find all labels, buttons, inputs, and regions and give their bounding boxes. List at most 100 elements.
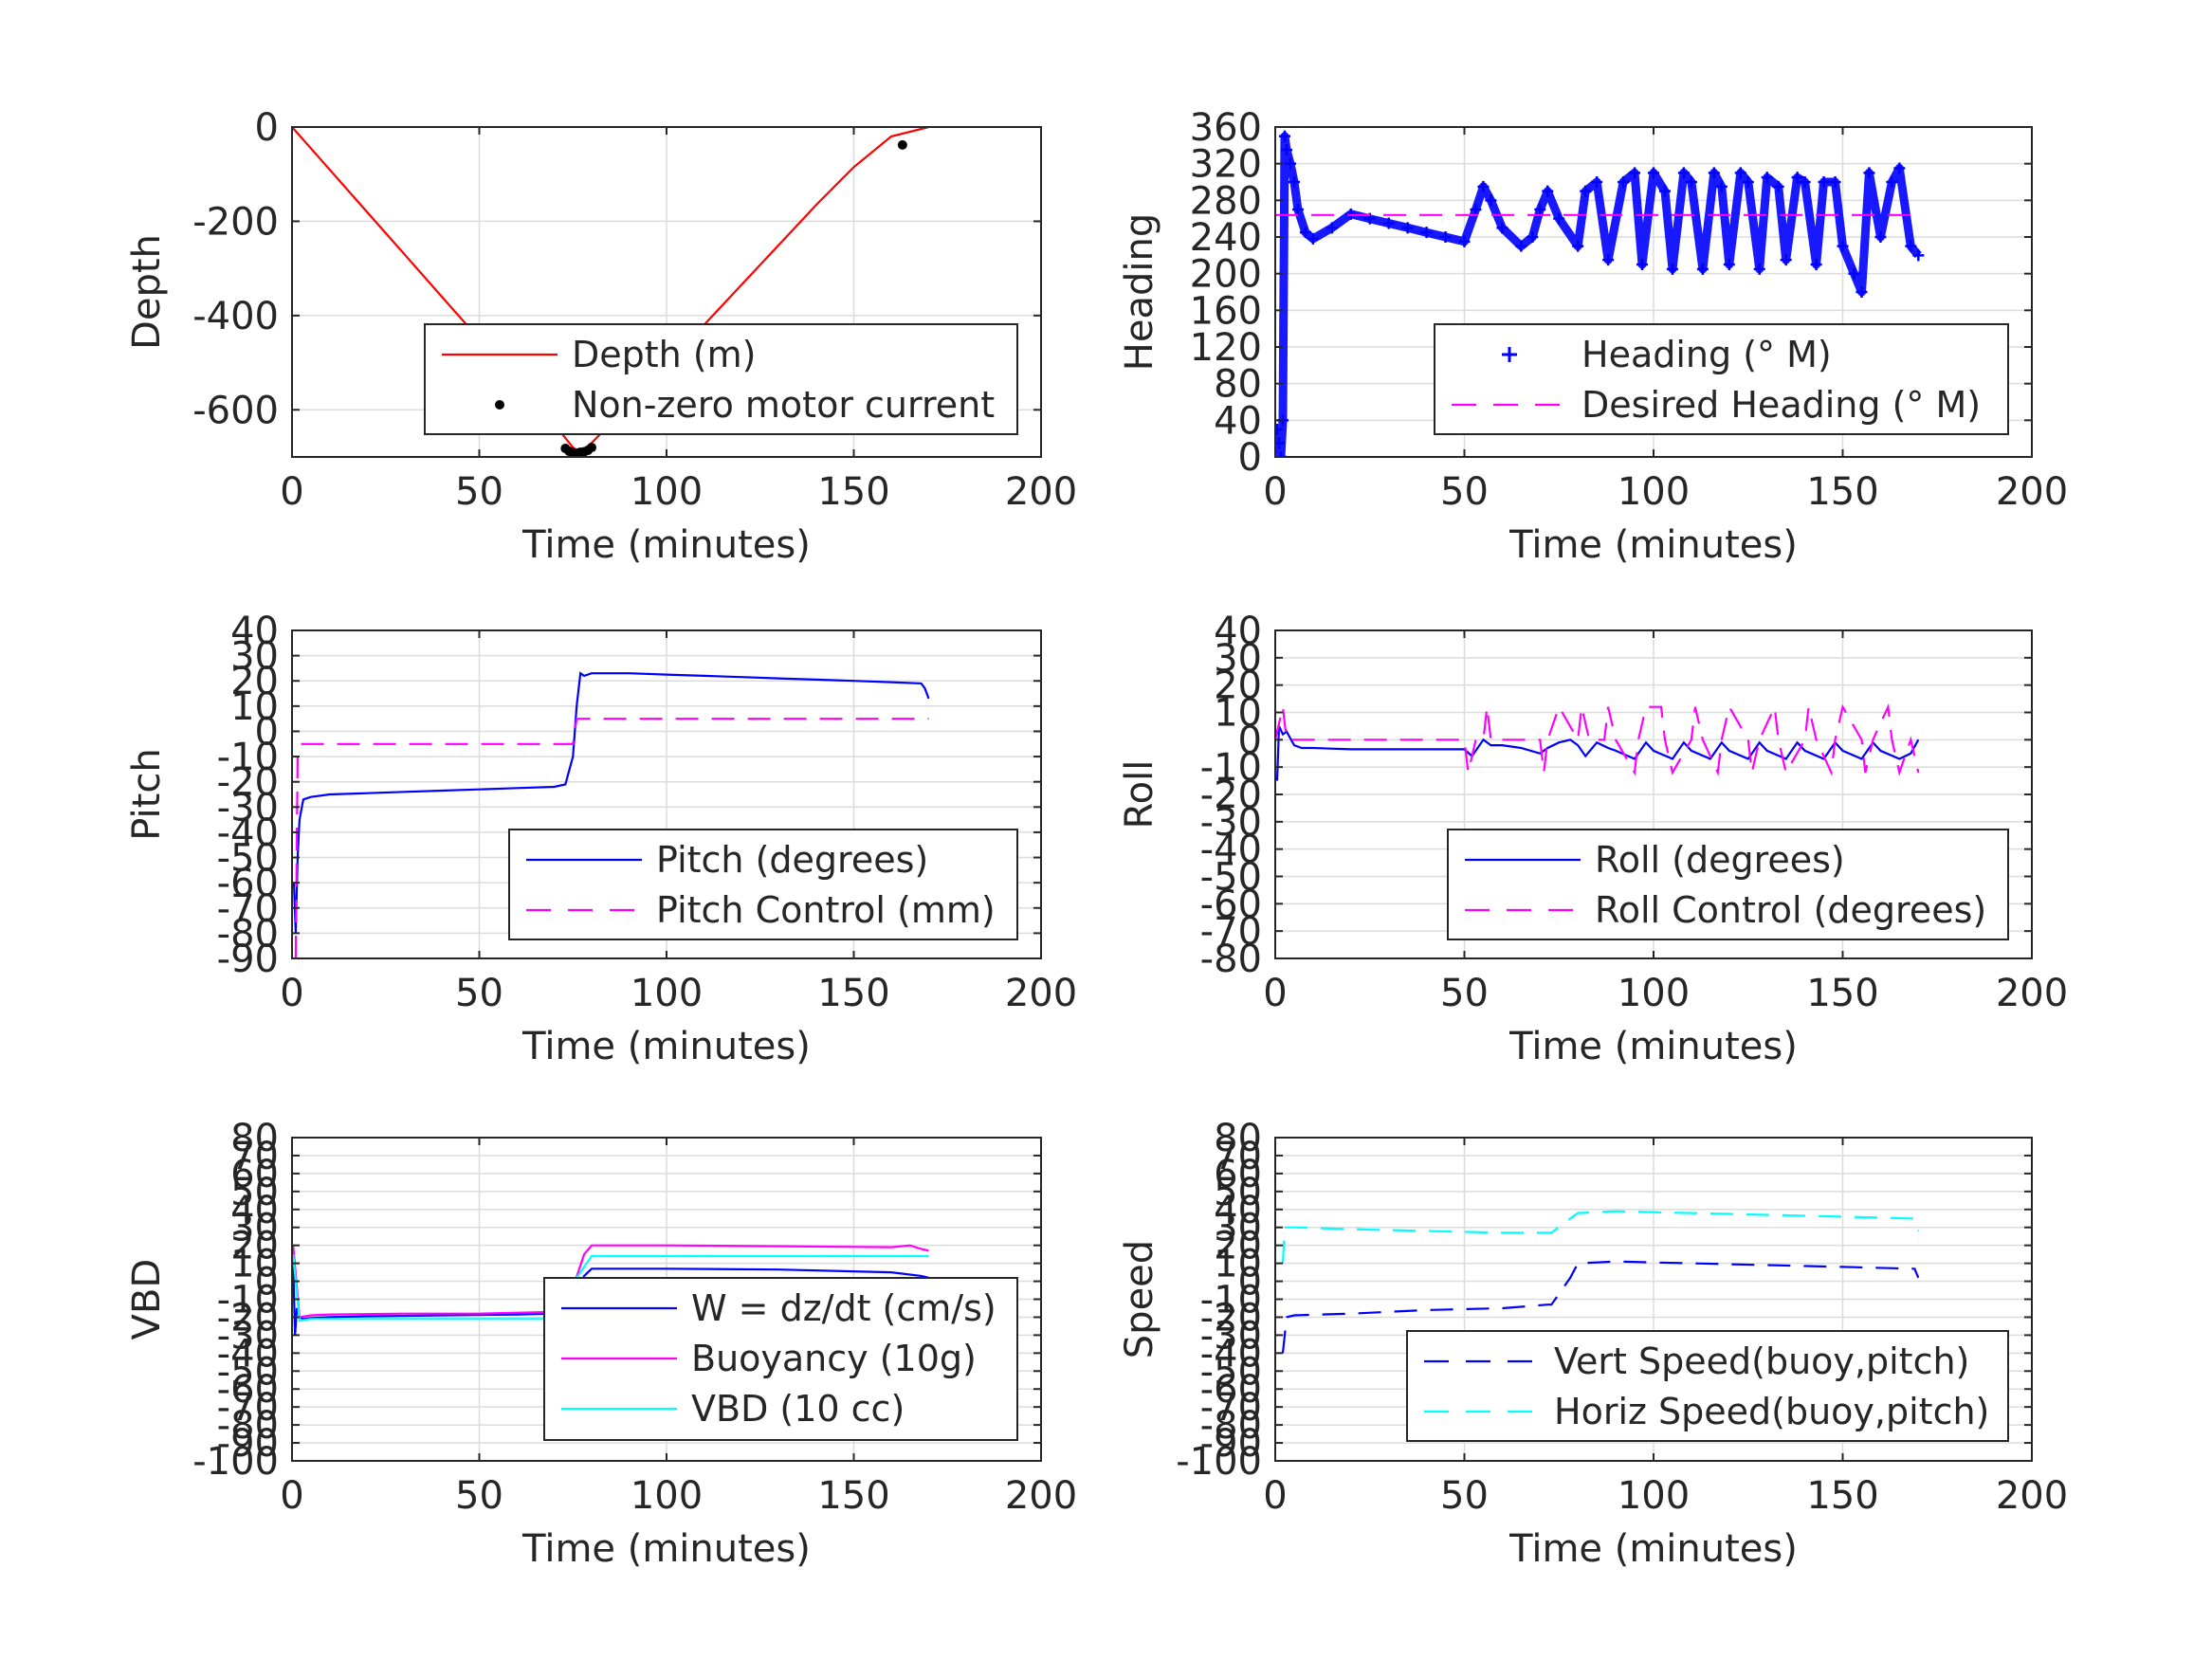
y-tick-label: 10	[230, 685, 279, 729]
series-1-point	[1696, 263, 1709, 275]
x-tick-label: 150	[1806, 1474, 1878, 1518]
series-1-point	[1723, 259, 1735, 270]
series-group	[1281, 1210, 1920, 1354]
y-tick-label: -80	[217, 912, 279, 956]
x-axis-label: Time (minutes)	[1508, 1025, 1798, 1068]
x-tick-label: 50	[1440, 972, 1489, 1015]
y-tick-label: -30	[1200, 1314, 1262, 1358]
x-tick-label: 100	[1618, 470, 1690, 514]
legend-label: W = dz/dt (cm/s)	[691, 1287, 996, 1329]
legend: Pitch (degrees) Pitch Control (mm)	[508, 829, 1018, 940]
y-tick-label: -400	[192, 295, 279, 338]
series-1-point	[1677, 167, 1690, 179]
x-tick-label: 200	[1996, 470, 2068, 514]
series-1-point	[1458, 235, 1471, 247]
legend-label: Vert Speed(buoy,pitch)	[1554, 1340, 1969, 1382]
y-tick-label: -200	[192, 200, 279, 244]
y-tick-label: -40	[1200, 829, 1262, 872]
series-1-point	[1542, 185, 1554, 197]
y-tick-label: -50	[1200, 856, 1262, 900]
series-1-point	[1912, 249, 1925, 262]
y-tick-label: -40	[217, 811, 279, 855]
series-1-point	[1534, 204, 1546, 215]
y-tick-label: 30	[1214, 1207, 1262, 1250]
y-tick-label: 80	[230, 1117, 279, 1160]
x-tick-label: 0	[280, 972, 303, 1015]
chart-6: 0 50 100 150 20080706050403020100-10-20-30-4…	[1118, 1117, 2068, 1571]
x-tick-label: 0	[1263, 1474, 1287, 1518]
x-tick-label: 100	[1618, 972, 1690, 1015]
y-axis-label: Speed	[1118, 1240, 1161, 1358]
y-axis-label: Pitch	[125, 748, 169, 840]
chart-2: 0 50 100 150 20004080120160200240280320360Ti…	[1118, 106, 2068, 567]
x-axis-label: Time (minutes)	[1508, 523, 1798, 567]
y-tick-label: -50	[217, 1350, 279, 1394]
y-axis-label: VBD	[125, 1259, 169, 1340]
series-1-point	[1288, 176, 1300, 188]
y-tick-label: -20	[1200, 774, 1262, 817]
series-2-point	[897, 139, 907, 150]
x-axis-label: Time (minutes)	[1508, 1527, 1798, 1571]
y-tick-label: -20	[217, 1296, 279, 1340]
legend: Depth (m) Non-zero motor current	[424, 323, 1018, 435]
x-tick-label: 200	[1005, 1474, 1077, 1518]
y-tick-label: 40	[230, 1189, 279, 1232]
series-1-line	[1275, 132, 1922, 457]
legend: W = dz/dt (cm/s) Buoyancy (10g) VBD (10 cc…	[543, 1277, 1018, 1441]
series-1-point	[1307, 232, 1319, 245]
y-tick-label: -70	[217, 887, 279, 931]
legend-swatch	[1502, 347, 1517, 362]
legend-label: VBD (10 cc)	[691, 1388, 905, 1430]
x-tick-label: 200	[1996, 972, 2068, 1015]
y-tick-label: 70	[230, 1135, 279, 1178]
x-tick-label: 100	[1618, 1474, 1690, 1518]
y-axis-label: Heading	[1118, 213, 1161, 371]
legend-label: Pitch (degrees)	[656, 839, 928, 881]
y-tick-label: -50	[217, 837, 279, 881]
x-tick-label: 50	[455, 972, 503, 1015]
x-tick-label: 100	[631, 1474, 703, 1518]
series-1-point	[1515, 240, 1527, 252]
y-tick-label: -30	[1200, 801, 1262, 845]
y-tick-label: 40	[1214, 610, 1262, 653]
x-axis-label: Time (minutes)	[521, 523, 811, 567]
series-1-point	[1618, 176, 1630, 188]
y-tick-label: 0	[255, 106, 279, 150]
series-1-point	[1526, 231, 1539, 243]
x-tick-label: 0	[280, 470, 303, 514]
y-tick-label: -80	[1200, 938, 1262, 981]
series-1-point	[1863, 167, 1875, 179]
y-tick-label: -70	[217, 1386, 279, 1430]
y-tick-label: 40	[230, 610, 279, 653]
y-tick-label: 30	[1214, 637, 1262, 681]
series-1-point	[1485, 194, 1497, 207]
y-tick-label: -70	[1200, 910, 1262, 954]
y-tick-label: -90	[217, 938, 279, 981]
series-1-line	[1275, 725, 1920, 781]
x-tick-label: 0	[280, 1474, 303, 1518]
legend: Heading (° M) Desired Heading (° M)	[1434, 323, 2009, 435]
legend-label: Non-zero motor current	[572, 384, 995, 426]
series-2-line	[1281, 1210, 1920, 1264]
x-tick-label: 150	[1806, 972, 1878, 1015]
series-1-point	[1496, 222, 1508, 234]
x-tick-label: 150	[817, 470, 889, 514]
y-tick-label: 30	[230, 635, 279, 679]
x-tick-label: 150	[817, 972, 889, 1015]
y-tick-label: -90	[217, 1422, 279, 1466]
x-tick-label: 200	[1996, 1474, 2068, 1518]
y-tick-label: -80	[217, 1404, 279, 1448]
series-group	[1275, 702, 1920, 781]
y-tick-label: -50	[1200, 1350, 1262, 1394]
y-tick-label: 240	[1190, 216, 1262, 260]
y-tick-label: 70	[1214, 1135, 1262, 1178]
y-tick-label: -90	[1200, 1422, 1262, 1466]
x-tick-label: 50	[455, 1474, 503, 1518]
y-tick-label: -30	[217, 786, 279, 830]
y-tick-label: 50	[1214, 1171, 1262, 1214]
series-1-point	[1591, 176, 1603, 188]
y-axis-label: Depth	[125, 234, 169, 350]
series-2-line	[1275, 702, 1920, 776]
y-tick-label: -60	[217, 1368, 279, 1412]
